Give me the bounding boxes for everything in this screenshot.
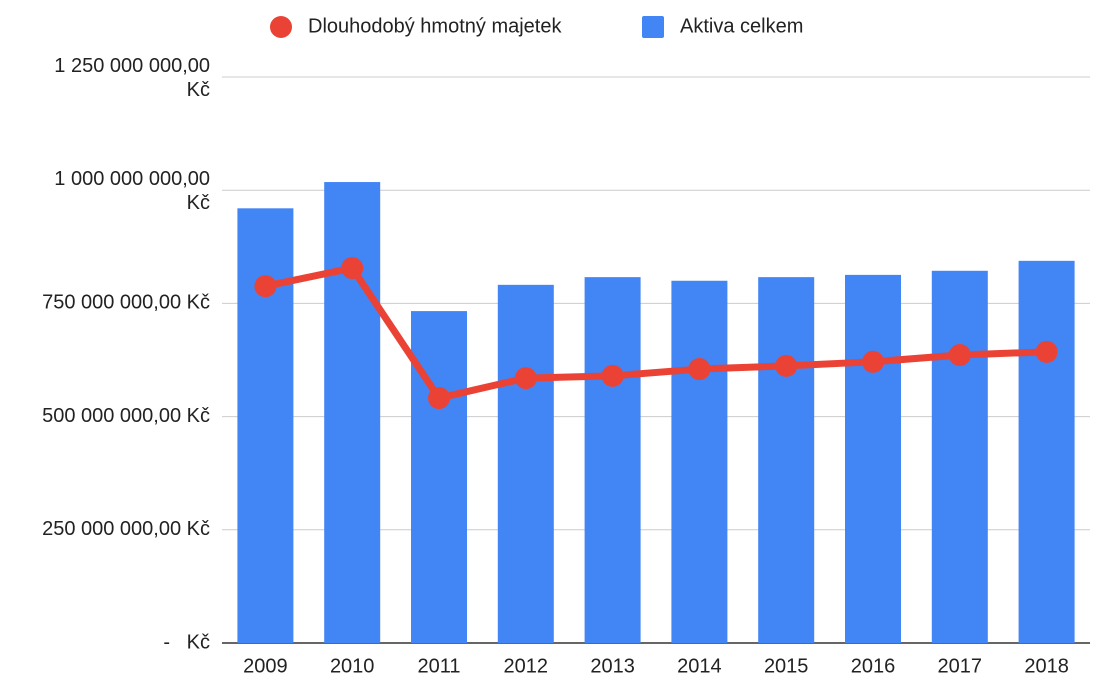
x-tick-label: 2014 <box>677 655 722 677</box>
bar <box>1018 260 1075 643</box>
line-marker <box>948 344 971 367</box>
line-marker <box>514 367 537 390</box>
y-tick-label: 500 000 000,00 Kč <box>42 405 210 427</box>
y-tick-label: 250 000 000,00 Kč <box>42 518 210 540</box>
bar <box>671 280 728 643</box>
x-tick-label: 2012 <box>504 655 549 677</box>
bar <box>497 284 554 643</box>
y-tick-label: - Kč <box>163 631 210 653</box>
bar <box>758 277 815 643</box>
bar <box>584 277 641 643</box>
bar <box>411 311 467 643</box>
line-marker <box>254 275 277 298</box>
line-marker <box>428 387 450 410</box>
x-tick-label: 2010 <box>330 655 375 677</box>
legend-label: Dlouhodobý hmotný majetek <box>308 15 562 37</box>
line-marker <box>775 354 798 377</box>
legend-marker <box>642 16 664 38</box>
x-tick-label: 2016 <box>851 655 896 677</box>
line-marker <box>341 257 364 280</box>
line-marker <box>1035 340 1058 363</box>
y-tick-label: 1 000 000 000,00 Kč <box>54 168 210 214</box>
legend-marker <box>270 16 292 38</box>
line-marker <box>862 350 884 373</box>
x-tick-label: 2009 <box>243 655 288 677</box>
line-marker <box>688 358 711 381</box>
y-tick-label: 750 000 000,00 Kč <box>42 292 210 314</box>
x-tick-label: 2017 <box>938 655 983 677</box>
legend-label: Aktiva celkem <box>680 15 803 37</box>
bar <box>845 274 901 643</box>
bar <box>931 270 988 643</box>
x-tick-label: 2015 <box>764 655 809 677</box>
x-tick-label: 2013 <box>590 655 635 677</box>
bar <box>237 208 294 643</box>
line <box>264 264 1047 402</box>
y-tick-label: 1 250 000 000,00 Kč <box>54 55 210 101</box>
x-tick-label: 2018 <box>1024 655 1069 677</box>
x-tick-label: 2011 <box>417 655 460 677</box>
bar <box>324 182 381 643</box>
line-marker <box>601 364 624 387</box>
